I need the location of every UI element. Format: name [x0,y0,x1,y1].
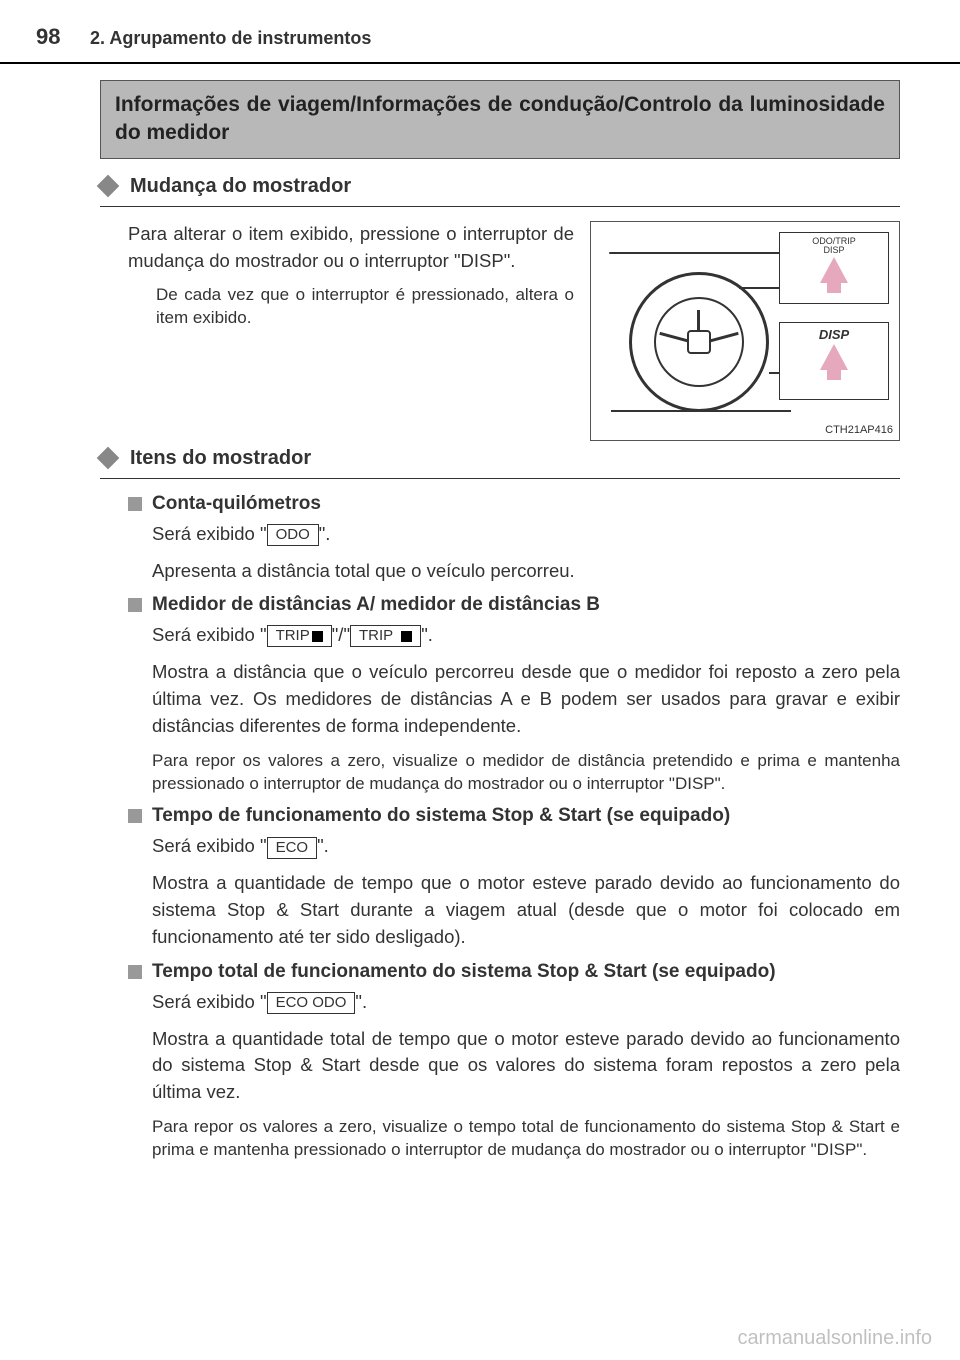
item-tempo-stopstart: Tempo de funcionamento do sistema Stop &… [100,805,900,950]
item3-line1b: ". [355,991,367,1012]
para-main-1: Para alterar o item exibido, pressione o… [128,221,574,275]
para-sub-1: De cada vez que o interruptor é pression… [128,284,574,330]
callout1-line2: DISP [780,246,888,255]
tag-eco: ECO [267,837,318,859]
square-bullet-icon [128,809,142,823]
dashboard-illustration: ODO/TRIP DISP DISP CTH21AP416 [590,221,900,441]
subheading-rule [100,206,900,207]
subheading-itens: Itens do mostrador [100,447,900,470]
item-medidor-distancias: Medidor de distâncias A/ medidor de dist… [100,594,900,795]
item1-body1: Mostra a distância que o veículo percorr… [152,659,900,739]
item2-line1a: Será exibido " [152,835,267,856]
item3-title: Tempo total de funcionamento do sistema … [152,961,776,983]
arrow-up-icon [820,344,848,370]
subheading-mudanca: Mudança do mostrador [100,175,900,198]
item2-line1b: ". [317,835,329,856]
illustration-code: CTH21AP416 [825,424,893,436]
item3-line1a: Será exibido " [152,991,267,1012]
page-number: 98 [0,24,90,50]
watermark: carmanualsonline.info [737,1327,932,1350]
callout-disp: DISP [779,322,889,400]
diamond-icon [97,175,120,198]
subheading-rule [100,478,900,479]
item0-line1a: Será exibido " [152,523,267,544]
callout-odo-trip: ODO/TRIP DISP [779,232,889,304]
square-bullet-icon [128,965,142,979]
item1-title: Medidor de distâncias A/ medidor de dist… [152,594,600,616]
item1-line1b: ". [421,624,433,645]
subheading-itens-text: Itens do mostrador [130,447,311,470]
item-conta-quilometros: Conta-quilómetros Será exibido "ODO". Ap… [100,493,900,585]
col-text: Para alterar o item exibido, pressione o… [100,221,574,441]
item2-body1: Mostra a quantidade de tempo que o motor… [152,870,900,950]
item-tempo-total-stopstart: Tempo total de funcionamento do sistema … [100,961,900,1162]
item1-mid: "/" [332,624,350,645]
item0-body1: Apresenta a distância total que o veícul… [152,558,900,585]
item3-line1: Será exibido "ECO ODO". [152,989,900,1016]
tag-trip-a: TRIP [267,625,332,647]
section-title-box: Informações de viagem/Informações de con… [100,80,900,159]
tag-trip-b: TRIP [350,625,421,647]
item1-body2: Para repor os valores a zero, visualize … [152,750,900,796]
square-bullet-icon [128,497,142,511]
row-text-illus: Para alterar o item exibido, pressione o… [100,221,900,441]
tag-eco-odo: ECO ODO [267,992,356,1014]
tag-trip-b-text: TRIP [359,627,393,644]
item0-line1: Será exibido "ODO". [152,521,900,548]
item3-body2: Para repor os valores a zero, visualize … [152,1116,900,1162]
item1-line1a: Será exibido " [152,624,267,645]
item2-line1: Será exibido "ECO". [152,833,900,860]
arrow-up-icon [820,257,848,283]
item0-line1b: ". [319,523,331,544]
item1-line1: Será exibido " TRIP "/" TRIP ". [152,622,900,649]
item0-title: Conta-quilómetros [152,493,321,515]
square-bullet-icon [128,598,142,612]
item3-body1: Mostra a quantidade total de tempo que o… [152,1026,900,1106]
header-section-title: 2. Agrupamento de instrumentos [90,28,371,49]
subheading-mudanca-text: Mudança do mostrador [130,175,351,198]
callout2-label: DISP [780,327,888,342]
tag-odo: ODO [267,524,319,546]
item2-title: Tempo de funcionamento do sistema Stop &… [152,805,730,827]
page-header: 98 2. Agrupamento de instrumentos [0,0,960,58]
diamond-icon [97,447,120,470]
page-content: Informações de viagem/Informações de con… [0,64,960,1162]
tag-trip-a-text: TRIP [276,627,310,644]
